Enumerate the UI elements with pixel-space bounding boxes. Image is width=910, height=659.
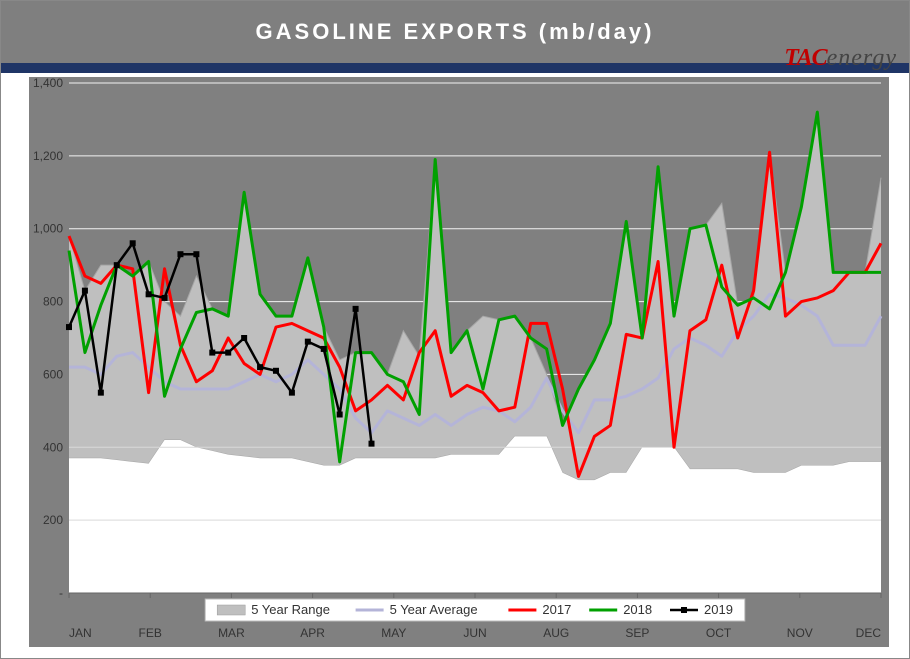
x-tick-label: APR <box>300 626 325 640</box>
y-tick-label: 1,000 <box>33 222 63 236</box>
chart-svg: - 200 400 600 800 1,000 1,200 1,400 JAN FEB MAR APR… <box>29 77 889 647</box>
legend-label-avg: 5 Year Average <box>390 602 478 617</box>
x-tick-label: FEB <box>139 626 162 640</box>
legend-label-y2018: 2018 <box>623 602 652 617</box>
series-2019-marker <box>273 368 278 373</box>
series-2019-marker <box>194 252 199 257</box>
series-2019-marker <box>98 390 103 395</box>
series-2019-marker <box>114 263 119 268</box>
series-2019-marker <box>82 288 87 293</box>
logo-part1: TAC <box>784 45 826 71</box>
y-tick-label: 1,200 <box>33 149 63 163</box>
series-2019-marker <box>242 336 247 341</box>
series-2019-marker <box>162 295 167 300</box>
title-bar: GASOLINE EXPORTS (mb/day) <box>1 1 909 63</box>
chart-title: GASOLINE EXPORTS (mb/day) <box>1 1 909 63</box>
legend-marker-y2019 <box>681 607 687 613</box>
y-tick-label: 200 <box>43 513 63 527</box>
series-2019-marker <box>178 252 183 257</box>
x-tick-label: MAR <box>218 626 245 640</box>
legend-label-y2019: 2019 <box>704 602 733 617</box>
brand-logo: TACenergy <box>784 45 897 72</box>
plot-area: - 200 400 600 800 1,000 1,200 1,400 JAN FEB MAR APR… <box>29 77 889 647</box>
series-2019-marker <box>210 350 215 355</box>
x-tick-label: NOV <box>787 626 813 640</box>
y-tick-label: - <box>59 586 63 600</box>
legend-label-y2017: 2017 <box>542 602 571 617</box>
chart-frame: GASOLINE EXPORTS (mb/day) TACenergy - 200… <box>0 0 910 659</box>
x-tick-label: JUN <box>463 626 486 640</box>
x-tick-label: SEP <box>625 626 649 640</box>
five-year-range-area <box>69 112 881 480</box>
series-2019-marker <box>353 306 358 311</box>
x-tick-label: MAY <box>381 626 406 640</box>
series-2019-marker <box>226 350 231 355</box>
y-tick-label: 400 <box>43 440 63 454</box>
logo-part2: energy <box>827 45 897 71</box>
series-2019-marker <box>337 412 342 417</box>
series-2019-marker <box>258 365 263 370</box>
x-tick-label: AUG <box>543 626 569 640</box>
series-2019-marker <box>130 241 135 246</box>
legend-label-range: 5 Year Range <box>251 602 330 617</box>
legend-swatch-range <box>217 605 245 615</box>
y-tick-label: 600 <box>43 367 63 381</box>
series-2019-marker <box>146 292 151 297</box>
y-tick-label: 800 <box>43 295 63 309</box>
x-tick-label: DEC <box>856 626 882 640</box>
series-2019-marker <box>289 390 294 395</box>
x-tick-label: JAN <box>69 626 92 640</box>
y-tick-label: 1,400 <box>33 77 63 90</box>
title-underline <box>1 63 909 73</box>
series-2019-marker <box>67 325 72 330</box>
series-2019-marker <box>321 346 326 351</box>
series-2019-marker <box>305 339 310 344</box>
x-tick-label: OCT <box>706 626 732 640</box>
series-2019-marker <box>369 441 374 446</box>
